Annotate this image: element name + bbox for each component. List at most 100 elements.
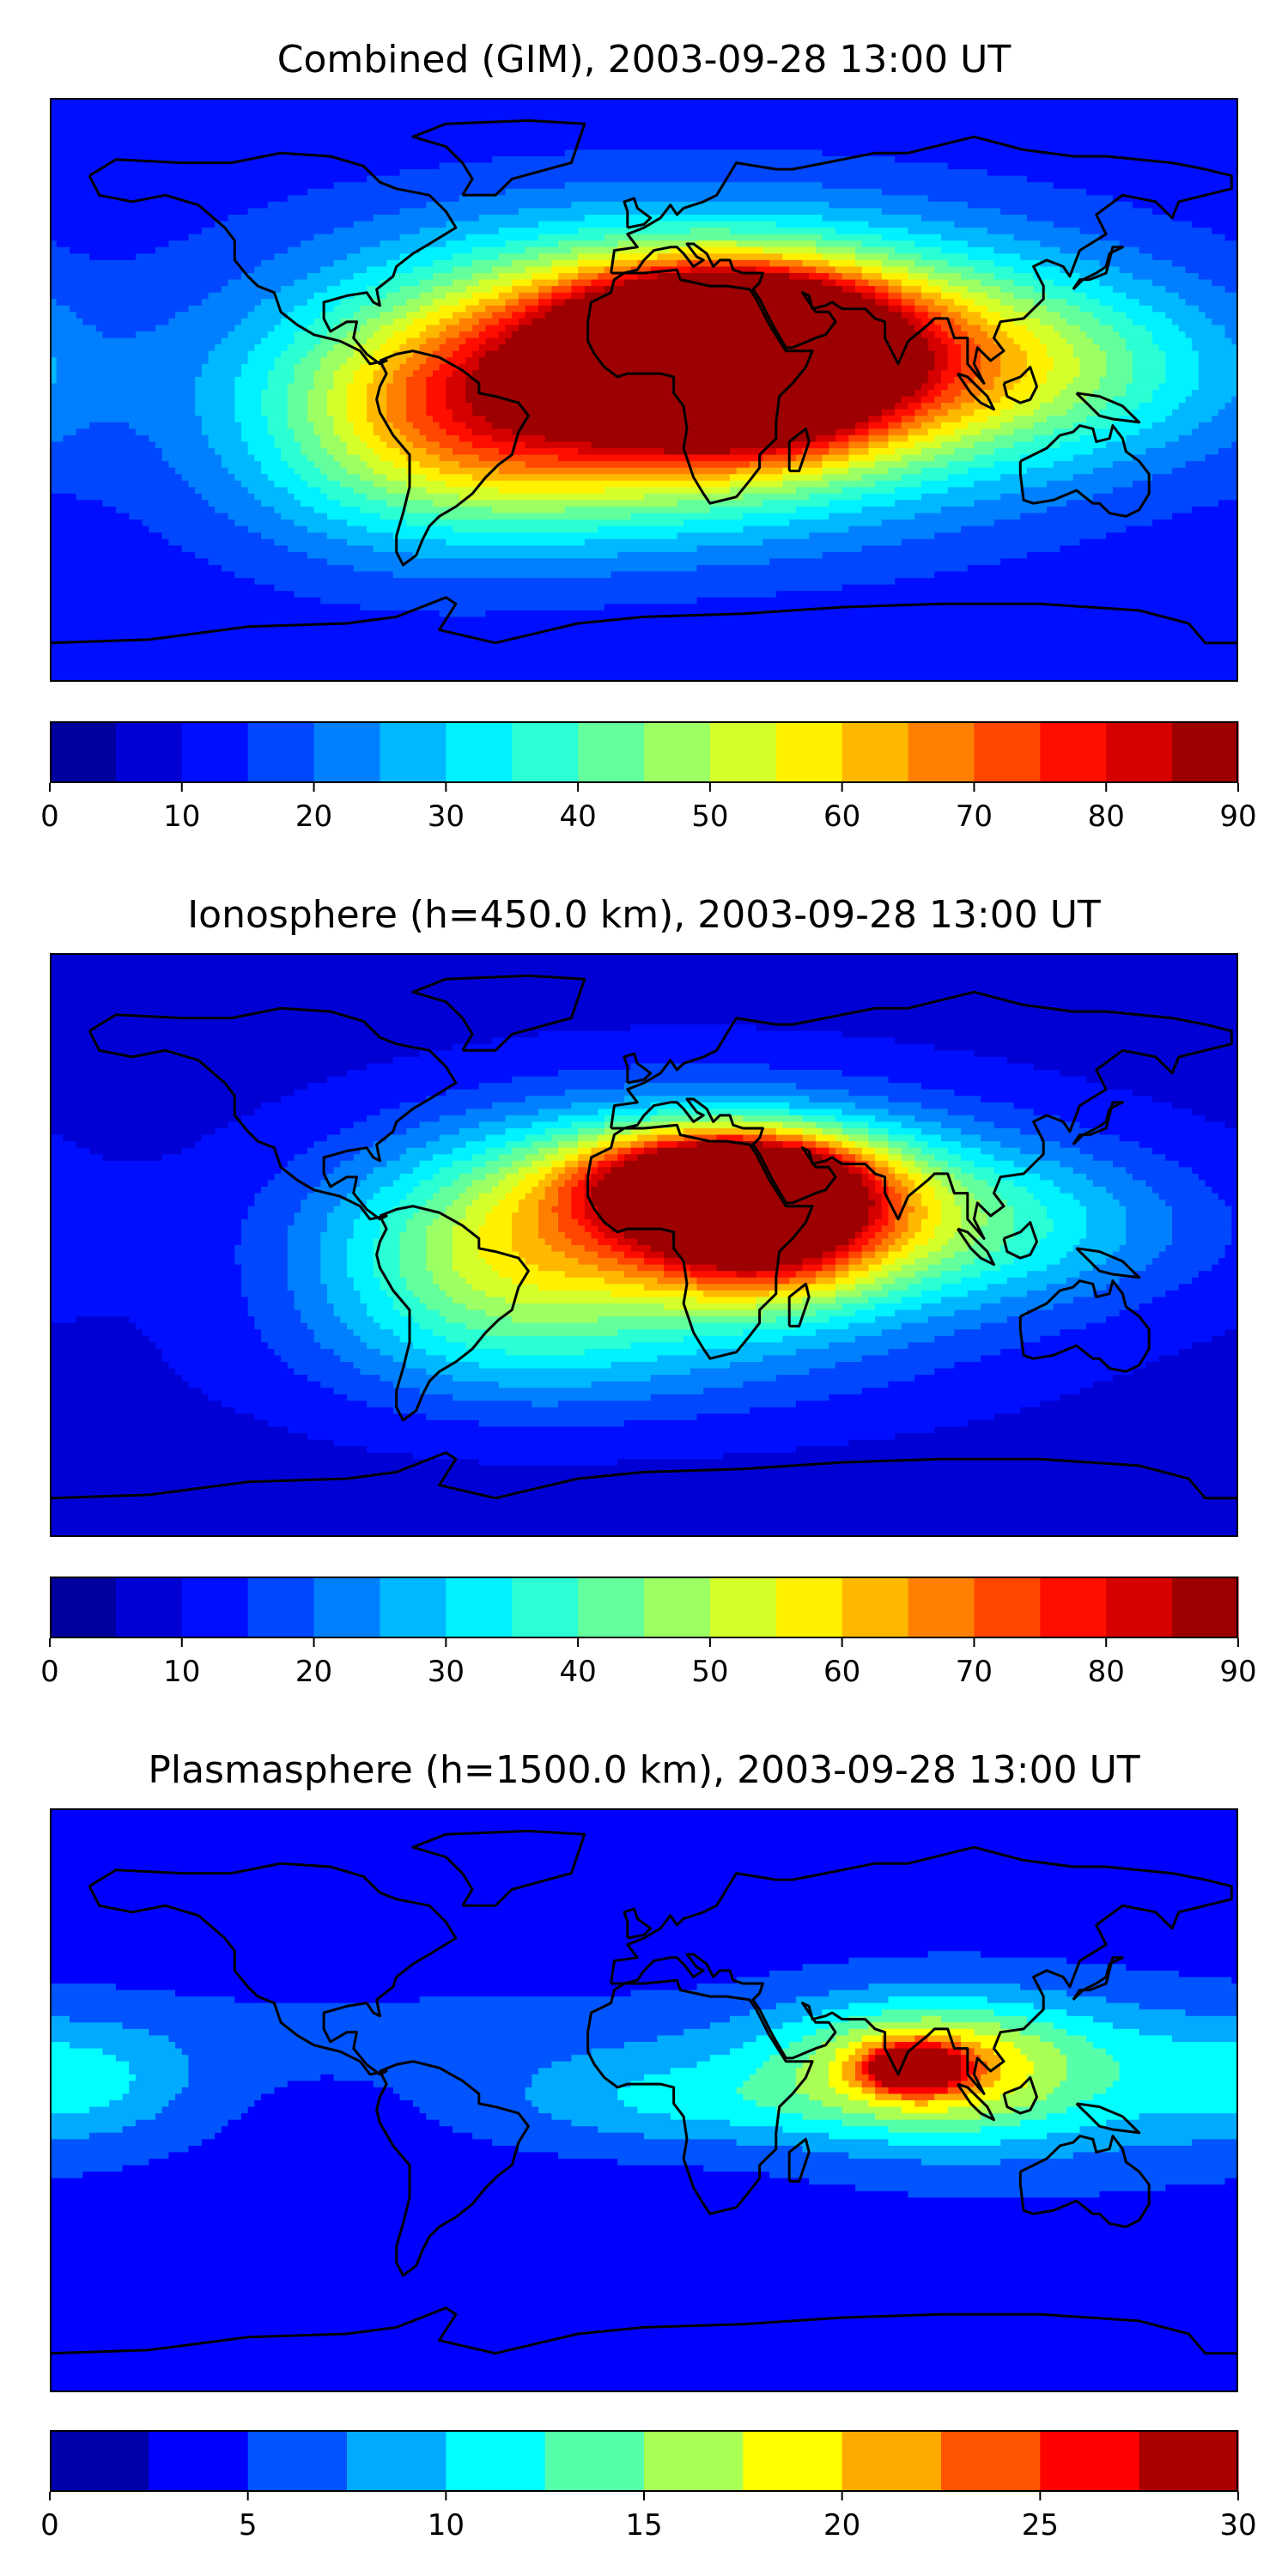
heatmap-cell (287, 1160, 341, 1168)
heatmap-cell (1079, 1147, 1153, 1155)
heatmap-cell (848, 454, 876, 462)
heatmap-cell (518, 318, 532, 326)
heatmap-cell (432, 299, 460, 307)
heatmap-cell (267, 1342, 321, 1350)
heatmap-cell (215, 2132, 473, 2140)
heatmap-cell (50, 1400, 222, 1408)
heatmap-cell (571, 279, 592, 287)
heatmap-cell (115, 507, 216, 514)
heatmap-cell (914, 312, 929, 319)
heatmap-cell (446, 1335, 684, 1343)
heatmap-cell (578, 253, 618, 261)
heatmap-cell (50, 1096, 282, 1103)
heatmap-cell (115, 2055, 190, 2063)
heatmap-cell (234, 403, 262, 410)
heatmap-cell (947, 2048, 962, 2056)
heatmap-cell (1066, 2061, 1121, 2069)
heatmap-cell (1026, 1187, 1060, 1194)
heatmap-cell (287, 1426, 935, 1434)
heatmap-cell (954, 299, 975, 307)
heatmap-cell (868, 1225, 883, 1233)
heatmap-cell (472, 409, 883, 416)
heatmap-cell (347, 416, 368, 423)
heatmap-cell (895, 448, 922, 456)
heatmap-cell (623, 1251, 645, 1259)
heatmap-cell (367, 1303, 394, 1311)
heatmap-cell (267, 1420, 480, 1428)
heatmap-cell (875, 1180, 883, 1188)
heatmap-cell (848, 2081, 863, 2088)
heatmap-cell (617, 273, 638, 281)
heatmap-cell (446, 428, 473, 436)
heatmap-cell (360, 454, 381, 462)
heatmap-cell (247, 526, 308, 533)
heatmap-cell (729, 1362, 836, 1370)
heatmap-cell (267, 1180, 321, 1188)
heatmap-cell (789, 1109, 843, 1116)
heatmap-cell (525, 1134, 552, 1142)
heatmap-cell (360, 325, 381, 332)
heatmap-cell (855, 2074, 870, 2081)
heatmap-cell (326, 1225, 355, 1233)
heatmap-cell (50, 597, 321, 605)
heatmap-cell (974, 454, 1021, 462)
heatmap-cell (875, 1173, 883, 1182)
heatmap-cell (439, 1167, 473, 1175)
heatmap-cell (1092, 1264, 1146, 1272)
heatmap-cell (426, 1368, 691, 1376)
heatmap-cell (709, 1115, 744, 1123)
heatmap-cell (386, 337, 407, 345)
heatmap-cell (954, 1362, 1146, 1370)
heatmap-cell (762, 538, 902, 546)
heatmap-cell (50, 1121, 229, 1129)
heatmap-cell (50, 487, 196, 495)
heatmap-cell (544, 434, 817, 443)
heatmap-cell (195, 403, 235, 410)
heatmap-cell (254, 1322, 308, 1330)
heatmap-cell (895, 500, 975, 507)
heatmap-cell (175, 1990, 632, 1997)
heatmap-cell (848, 461, 876, 469)
heatmap-cell (544, 1128, 579, 1136)
colorbar-tick-label: 80 (1087, 1655, 1125, 1689)
heatmap-cell (941, 441, 975, 449)
heatmap-cell (386, 409, 407, 416)
heatmap-cell (696, 597, 1238, 605)
heatmap-cell (419, 1206, 447, 1213)
heatmap-cell (50, 1510, 1238, 1518)
heatmap-cell (1020, 1406, 1238, 1415)
heatmap-cell (558, 1193, 573, 1200)
heatmap-cell (604, 487, 731, 495)
heatmap-cell (155, 2113, 242, 2121)
heatmap-cell (168, 461, 222, 469)
heatmap-cell (551, 305, 890, 313)
heatmap-cell (518, 1167, 539, 1175)
heatmap-cell (478, 1251, 519, 1259)
colorbar-bin (841, 721, 909, 783)
heatmap-cell (584, 1245, 612, 1253)
heatmap-cell (50, 1180, 269, 1188)
heatmap-cell (795, 1348, 890, 1357)
heatmap-cell (598, 1238, 618, 1246)
heatmap-cell (716, 1264, 777, 1272)
heatmap-cell (353, 1329, 394, 1337)
heatmap-cell (1020, 1984, 1238, 1991)
heatmap-cell (406, 337, 427, 345)
heatmap-cell (920, 403, 942, 410)
heatmap-cell (1145, 448, 1219, 456)
heatmap-cell (611, 1141, 632, 1149)
heatmap-cell (809, 1368, 935, 1376)
heatmap-cell (261, 461, 289, 469)
heatmap-cell (50, 985, 1238, 993)
heatmap-cell (1013, 337, 1041, 345)
heatmap-cell (544, 1173, 559, 1182)
heatmap-cell (947, 363, 962, 371)
heatmap-cell (623, 1154, 638, 1162)
heatmap-cell (380, 513, 440, 520)
heatmap-cell (888, 1160, 902, 1168)
heatmap-cell (1099, 259, 1173, 268)
heatmap-cell (333, 1167, 374, 1175)
heatmap-cell (76, 428, 137, 436)
heatmap-cell (446, 1355, 658, 1363)
colorbar-tick-labels: 0 10 20 30 40 50 60 70 80 90 (40, 802, 1256, 836)
